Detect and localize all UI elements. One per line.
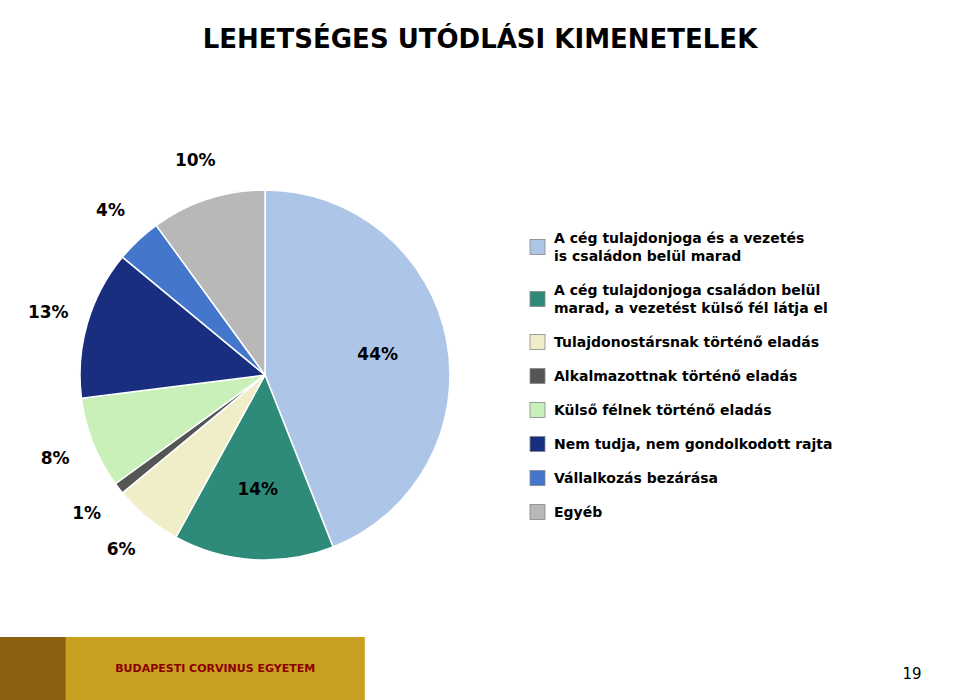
legend-entry: A cég tulajdonjoga és a vezetés is család… [530, 230, 804, 264]
legend-label-line: Nem tudja, nem gondolkodott rajta [554, 436, 833, 452]
legend-entry: Nem tudja, nem gondolkodott rajta [530, 436, 833, 452]
pie [80, 190, 450, 560]
legend-label: A cég tulajdonjoga és a vezetés is család… [554, 230, 804, 264]
legend-swatch [530, 403, 545, 418]
legend-label: Alkalmazottnak történő eladás [554, 368, 797, 384]
legend-entry: A cég tulajdonjoga családon belül marad, … [530, 282, 828, 316]
legend-label-line: Vállalkozás bezárása [554, 470, 718, 486]
legend-entry: Külső félnek történő eladás [530, 402, 772, 418]
legend-label: A cég tulajdonjoga családon belül marad, … [554, 282, 828, 316]
data-label: 44% [357, 344, 398, 364]
footer-logo [0, 637, 66, 700]
legend-swatch [530, 505, 545, 520]
legend-label-line: Külső félnek történő eladás [554, 402, 772, 418]
legend-label-line: marad, a vezetést külső fél látja el [554, 300, 828, 316]
legend-swatch [530, 369, 545, 384]
legend-swatch [530, 335, 545, 350]
footer-background [0, 637, 365, 700]
legend-label-line: Egyéb [554, 504, 602, 520]
legend-label: Egyéb [554, 504, 602, 520]
pie-slice [156, 190, 265, 375]
legend-entry: Egyéb [530, 504, 602, 520]
footer-bar: BUDAPESTI CORVINUS EGYETEM [0, 637, 365, 700]
legend-label: Nem tudja, nem gondolkodott rajta [554, 436, 833, 452]
data-labels: 44% 14% 6% 1% 8% 13% 4% 10% [28, 150, 398, 559]
data-label: 6% [107, 539, 136, 559]
data-label: 8% [41, 448, 70, 468]
legend-swatch [530, 240, 545, 255]
data-label: 10% [175, 150, 216, 170]
legend: A cég tulajdonjoga és a vezetés is család… [530, 230, 833, 520]
legend-label-line: Tulajdonostársnak történő eladás [554, 334, 819, 350]
footer-text: BUDAPESTI CORVINUS EGYETEM [115, 662, 315, 675]
legend-swatch [530, 471, 545, 486]
data-label: 1% [72, 503, 101, 523]
title: LEHETSÉGES UTÓDLÁSI KIMENETELEK [203, 23, 758, 54]
legend-label: Vállalkozás bezárása [554, 470, 718, 486]
legend-label-line: A cég tulajdonjoga családon belül [554, 282, 820, 298]
legend-entry: Tulajdonostársnak történő eladás [530, 334, 819, 350]
legend-swatch [530, 437, 545, 452]
legend-label-line: A cég tulajdonjoga és a vezetés [554, 230, 804, 246]
page-number: 19 [903, 665, 922, 683]
legend-swatch [530, 292, 545, 307]
legend-label-line: Alkalmazottnak történő eladás [554, 368, 797, 384]
legend-label: Tulajdonostársnak történő eladás [554, 334, 819, 350]
data-label: 14% [237, 479, 278, 499]
chart: LEHETSÉGES UTÓDLÁSI KIMENETELEK 44% 14% 6% 1… [0, 0, 960, 700]
legend-label-line: is családon belül marad [554, 248, 741, 264]
legend-entry: Alkalmazottnak történő eladás [530, 368, 797, 384]
data-label: 4% [96, 200, 125, 220]
legend-entry: Vállalkozás bezárása [530, 470, 718, 486]
data-label: 13% [28, 302, 69, 322]
legend-label: Külső félnek történő eladás [554, 402, 772, 418]
